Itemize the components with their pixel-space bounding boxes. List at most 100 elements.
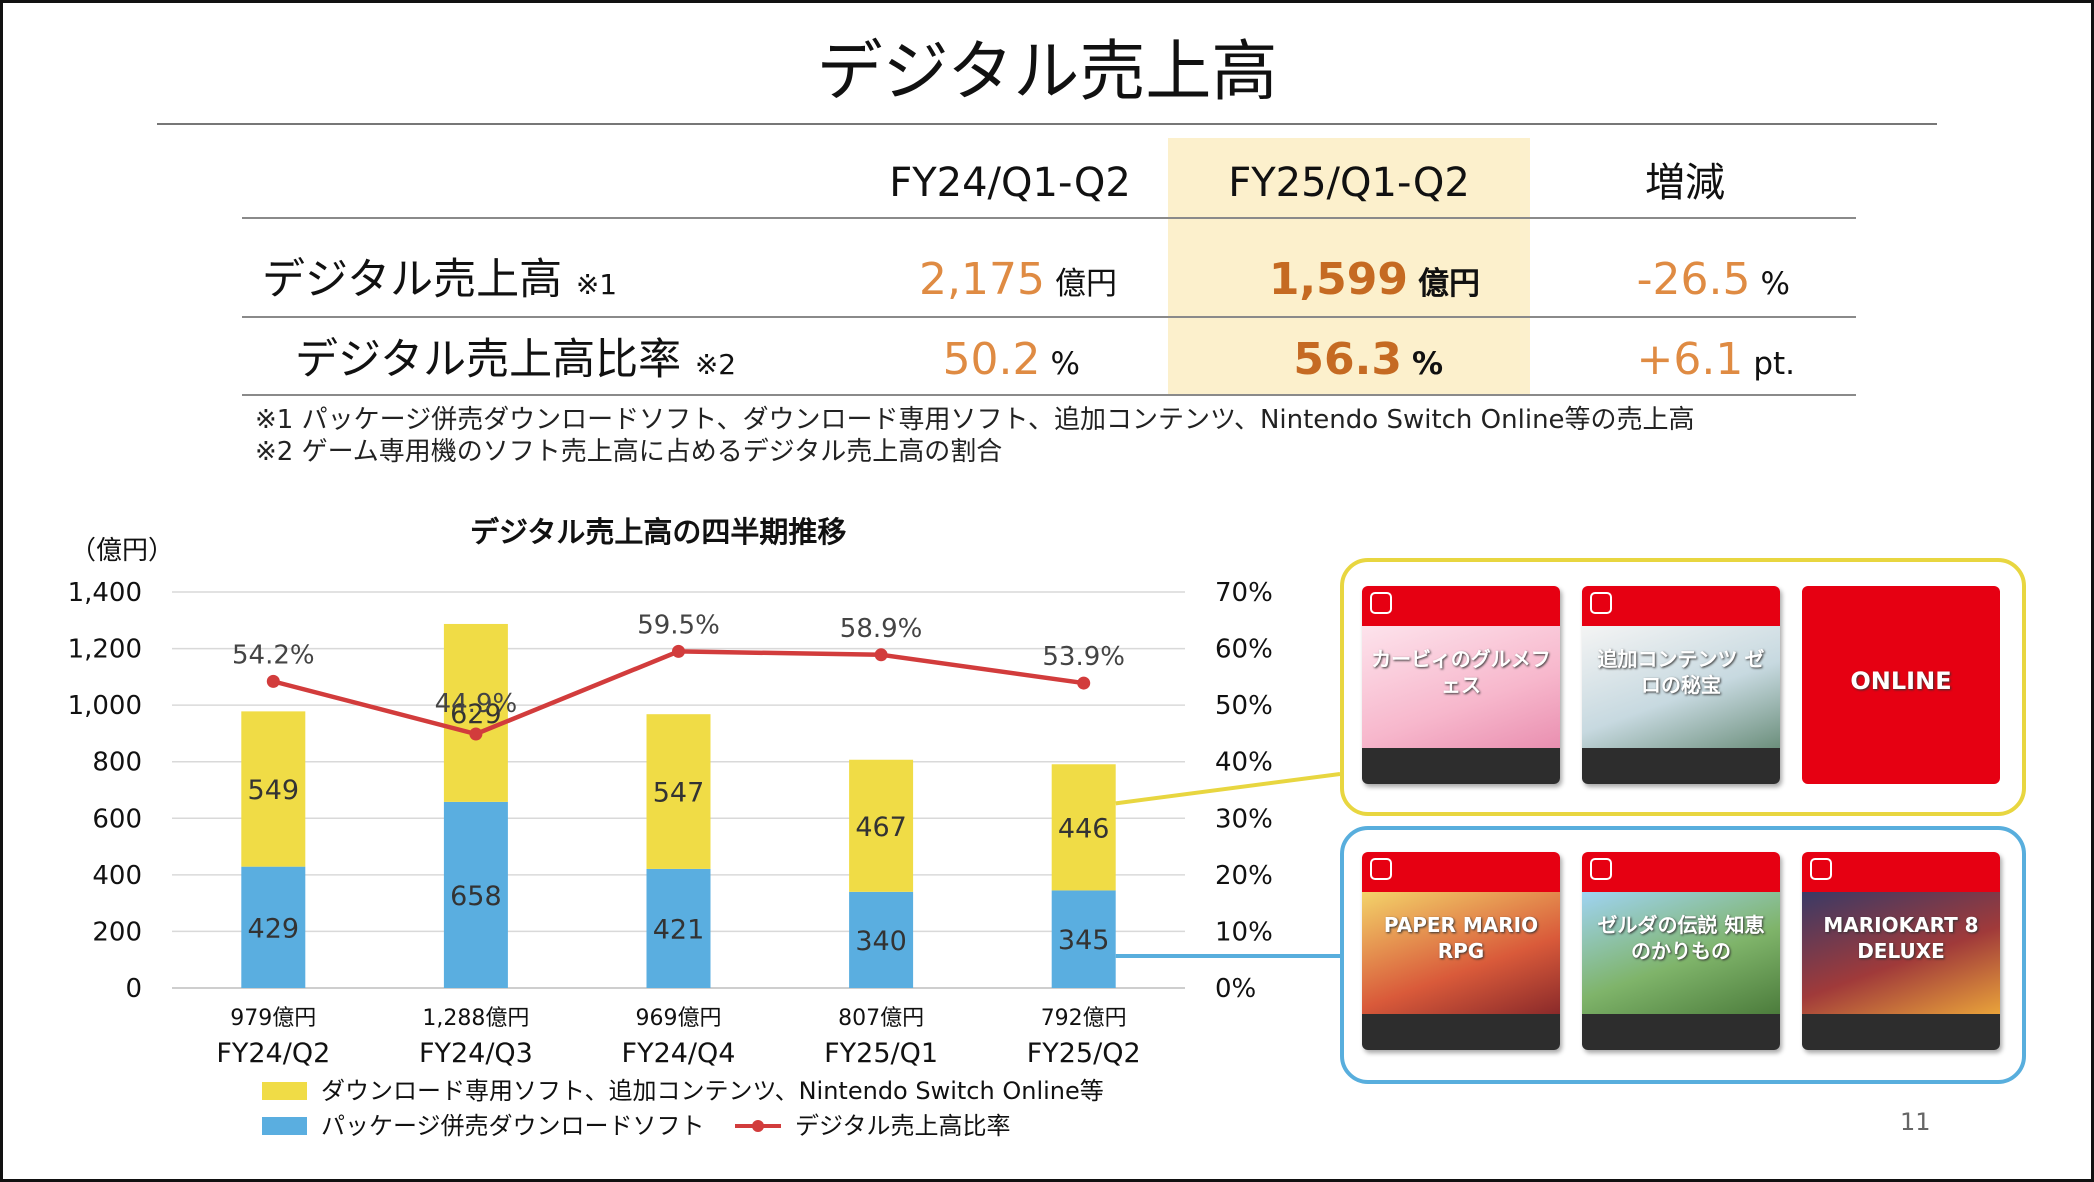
- card-artwork: [1582, 626, 1780, 748]
- bar-package-download: [443, 801, 508, 988]
- card-title: ONLINE: [1850, 667, 1952, 695]
- card-footer: [1582, 1014, 1780, 1050]
- ratio-label: 59.5%: [637, 610, 720, 640]
- y-tick-label: 0: [125, 974, 142, 1004]
- bar-package-download: [241, 866, 306, 988]
- switch-logo-icon: [1590, 592, 1612, 614]
- product-card-zelda: ゼルダの伝説 知恵のかりもの: [1582, 852, 1780, 1050]
- value-number: +6.1: [1636, 334, 1744, 385]
- bar-value-label: 547: [653, 778, 705, 809]
- product-card-paper-mario: PAPER MARIO RPG: [1362, 852, 1560, 1050]
- ratio-point: [469, 727, 483, 741]
- value-unit: %: [1050, 346, 1080, 382]
- card-header: [1582, 586, 1780, 626]
- bar-package-download: [646, 868, 711, 988]
- bar-value-label: 340: [855, 926, 907, 957]
- ratio-point: [874, 648, 888, 662]
- digital-only-products-box: [1340, 558, 2026, 816]
- y2-tick-label: 20%: [1215, 861, 1273, 891]
- table-rule-top: [242, 217, 1856, 219]
- bar-total-label: 1,288億円: [422, 1006, 529, 1031]
- row-note: ※1: [575, 268, 618, 301]
- title-divider: [157, 123, 1937, 125]
- row-note: ※2: [694, 348, 737, 381]
- y2-tick-label: 60%: [1215, 635, 1273, 665]
- col-header-fy24: FY24/Q1-Q2: [889, 160, 1131, 206]
- y-tick-label: 400: [92, 861, 142, 891]
- ratio-label: 54.2%: [232, 640, 315, 670]
- card-header: [1362, 852, 1560, 892]
- bar-total-label: 969億円: [636, 1006, 722, 1031]
- legend-swatch-blue: [262, 1117, 307, 1135]
- x-tick-label: FY24/Q2: [216, 1038, 330, 1069]
- y2-tick-label: 30%: [1215, 804, 1273, 834]
- fy25-column-highlight: [1168, 138, 1530, 395]
- switch-logo-icon: [1370, 592, 1392, 614]
- footnote-1: ※1 パッケージ併売ダウンロードソフト、ダウンロード専用ソフト、追加コンテンツ、…: [255, 405, 1695, 435]
- product-card-pokemon-dlc: 追加コンテンツ ゼロの秘宝: [1582, 586, 1780, 784]
- y-tick-label: 1,400: [68, 578, 142, 608]
- value-unit: 億円: [1418, 266, 1480, 302]
- y2-tick-label: 10%: [1215, 917, 1273, 947]
- ratio-point: [266, 674, 280, 688]
- switch-logo-icon: [1810, 858, 1832, 880]
- card-footer: [1582, 748, 1780, 784]
- legend-item-package-download: パッケージ併売ダウンロードソフト: [262, 1111, 705, 1141]
- card-footer: [1802, 1014, 2000, 1050]
- col-header-change: 増減: [1645, 160, 1725, 206]
- bar-digital-only: [849, 759, 914, 892]
- legend-label: ダウンロード専用ソフト、追加コンテンツ、Nintendo Switch Onli…: [321, 1077, 1104, 1105]
- bar-digital-only: [646, 714, 711, 869]
- bar-value-label: 421: [653, 914, 705, 945]
- legend-label: デジタル売上高比率: [795, 1112, 1011, 1140]
- card-title: カービィのグルメフェス: [1371, 647, 1551, 697]
- page-number: 11: [1900, 1108, 1931, 1136]
- bar-value-label: 467: [855, 812, 907, 843]
- slide-title: デジタル売上高: [816, 33, 1278, 110]
- value-number: 50.2: [942, 334, 1041, 385]
- row-label-text: デジタル売上高比率: [295, 335, 682, 385]
- card-title: ゼルダの伝説 知恵のかりもの: [1597, 913, 1765, 963]
- card-artwork: [1362, 626, 1560, 748]
- value-unit: %: [1760, 266, 1790, 302]
- bar-value-label: 429: [248, 913, 300, 944]
- switch-logo-icon: [1370, 858, 1392, 880]
- value-unit: %: [1411, 346, 1443, 382]
- product-card-switch-online: ONLINE: [1802, 586, 2000, 784]
- bar-digital-only: [1051, 764, 1116, 891]
- bar-total-label: 979億円: [230, 1006, 316, 1031]
- card-artwork: [1582, 892, 1780, 1014]
- value-number: 1,599: [1268, 254, 1408, 305]
- legend-item-digital-only: ダウンロード専用ソフト、追加コンテンツ、Nintendo Switch Onli…: [262, 1076, 1104, 1106]
- y2-tick-label: 0%: [1215, 974, 1256, 1004]
- value-number: -26.5: [1636, 254, 1751, 305]
- value-fy25-digital-ratio: 56.3%: [1293, 332, 1443, 397]
- value-fy24-digital-sales: 2,175 億円: [919, 252, 1117, 317]
- value-unit: pt.: [1753, 346, 1795, 382]
- x-tick-label: FY25/Q2: [1027, 1038, 1141, 1069]
- ratio-label: 58.9%: [840, 614, 923, 644]
- ratio-label: 44.9%: [435, 689, 518, 719]
- y2-tick-label: 40%: [1215, 748, 1273, 778]
- x-tick-label: FY25/Q1: [824, 1038, 938, 1069]
- bar-digital-only: [443, 623, 508, 802]
- y-axis-caption: （億円）: [70, 536, 175, 566]
- bar-total-label: 807億円: [838, 1006, 924, 1031]
- card-artwork: [1802, 892, 2000, 1014]
- card-artwork: [1362, 892, 1560, 1014]
- table-rule-mid: [242, 316, 1856, 318]
- row-label-text: デジタル売上高: [262, 255, 563, 305]
- row-label-digital-sales: デジタル売上高 ※1: [262, 252, 617, 313]
- package-download-products-box: [1340, 826, 2026, 1084]
- legend-swatch-yellow: [262, 1082, 307, 1100]
- y2-tick-label: 50%: [1215, 691, 1273, 721]
- value-fy25-digital-sales: 1,599 億円: [1269, 252, 1480, 317]
- card-title: PAPER MARIO RPG: [1383, 913, 1539, 963]
- bar-value-label: 345: [1058, 925, 1110, 956]
- x-tick-label: FY24/Q4: [622, 1038, 736, 1069]
- y-tick-label: 600: [92, 804, 142, 834]
- product-card-mariokart: MARIOKART 8 DELUXE: [1802, 852, 2000, 1050]
- bar-package-download: [849, 891, 914, 988]
- y-tick-label: 1,200: [68, 635, 142, 665]
